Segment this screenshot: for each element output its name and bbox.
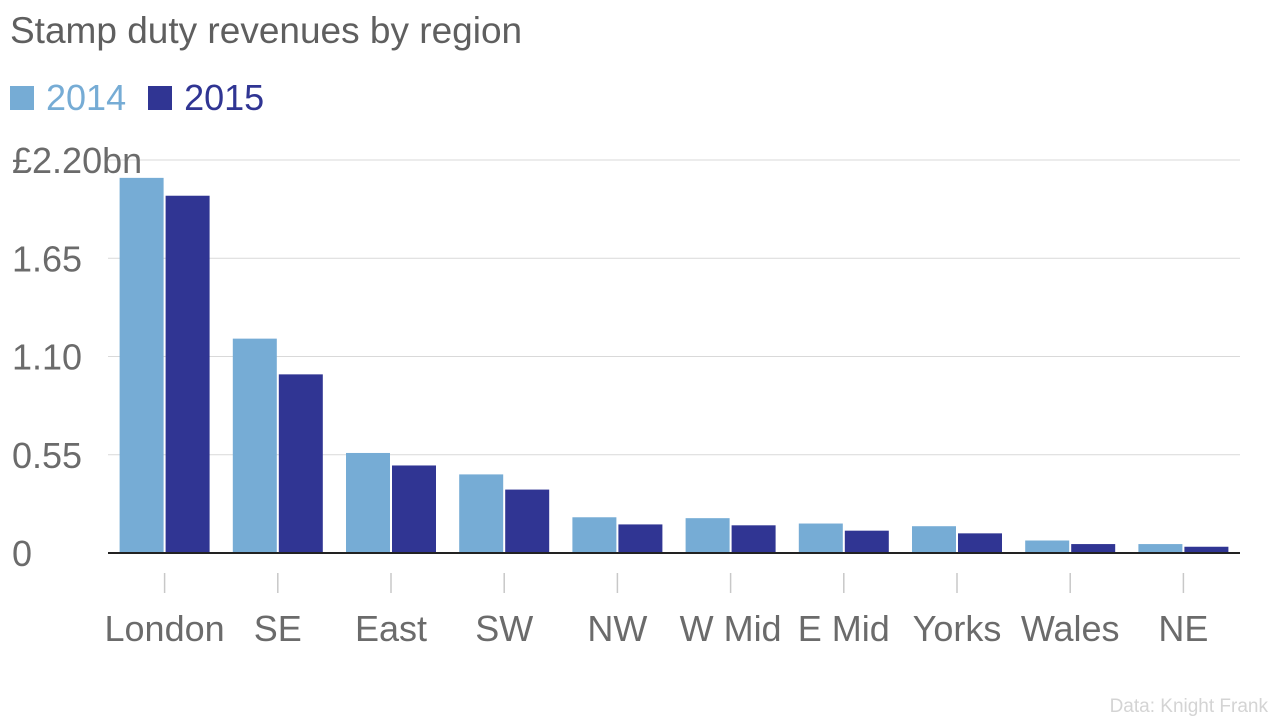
x-tick-label-e-mid: E Mid [798, 608, 890, 649]
x-tick-label-se: SE [254, 608, 302, 649]
legend-item-2015: 2015 [148, 77, 264, 119]
source-note: Data: Knight Frank [1109, 696, 1268, 717]
bar-wales-2015 [1071, 544, 1116, 553]
bar-london-2015 [165, 195, 210, 553]
x-tick-label-ne: NE [1158, 608, 1208, 649]
x-tick-label-sw: SW [475, 608, 533, 649]
x-tick-label-wales: Wales [1021, 608, 1120, 649]
bar-sw-2015 [505, 489, 550, 553]
x-tick-label-east: East [355, 608, 427, 649]
legend-item-2014: 2014 [10, 77, 126, 119]
bar-yorks-2015 [958, 533, 1002, 553]
legend-swatch-2014 [10, 86, 34, 110]
y-tick-label-3: 1.65 [12, 238, 82, 279]
y-tick-label-0: 0 [12, 533, 32, 574]
bar-e-mid-2014 [798, 523, 843, 553]
y-tick-label-4: £2.20bn [12, 140, 142, 181]
bar-se-2014 [232, 338, 277, 553]
x-tick-label-yorks: Yorks [913, 608, 1002, 649]
bar-ne-2015 [1184, 546, 1229, 553]
legend-swatch-2015 [148, 86, 173, 110]
bar-w-mid-2014 [685, 518, 730, 553]
bar-london-2014 [119, 177, 164, 553]
bar-wales-2014 [1025, 540, 1070, 553]
bar-ne-2014 [1138, 544, 1183, 553]
bar-east-2015 [392, 465, 436, 553]
bar-nw-2015 [618, 524, 663, 553]
chart-title: Stamp duty revenues by region [10, 10, 523, 51]
bar-yorks-2014 [912, 526, 956, 553]
legend-label-2014: 2014 [46, 77, 127, 118]
bar-nw-2014 [572, 517, 617, 553]
bar-w-mid-2015 [731, 525, 776, 553]
x-tick-label-london: London [105, 608, 225, 649]
bar-se-2015 [278, 374, 323, 553]
y-tick-label-2: 1.10 [12, 337, 82, 378]
legend-label-2015: 2015 [184, 77, 265, 118]
bar-e-mid-2015 [844, 530, 889, 553]
y-tick-label-1: 0.55 [12, 435, 82, 476]
bar-sw-2014 [459, 474, 504, 553]
legend: 2014 2015 [10, 76, 286, 120]
x-tick-label-nw: NW [587, 608, 647, 649]
x-tick-label-w-mid: W Mid [680, 608, 782, 649]
bar-east-2014 [346, 452, 390, 553]
